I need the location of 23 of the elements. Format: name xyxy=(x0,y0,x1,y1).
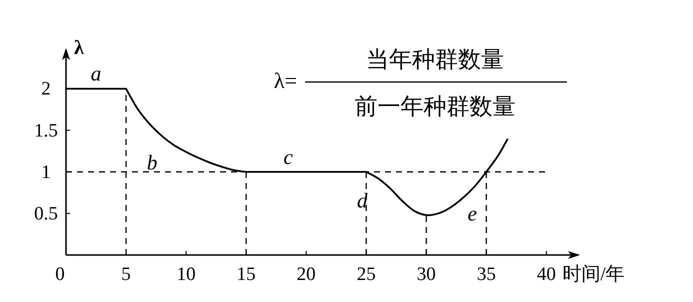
x-tick-label: 30 xyxy=(416,264,436,285)
x-tick-label: 20 xyxy=(296,264,316,285)
x-tick-label: 25 xyxy=(356,264,376,285)
x-tick-label: 10 xyxy=(176,264,196,285)
y-tick-label: 2 xyxy=(41,78,51,100)
annotation: b xyxy=(146,150,158,174)
annotation: 当年种群数量 xyxy=(366,47,504,72)
y-tick-label: 1.5 xyxy=(34,120,58,142)
x-tick-label: 0 xyxy=(55,264,65,285)
x-tick-label: 5 xyxy=(121,264,131,285)
annotation: λ= xyxy=(274,68,297,93)
annotation: c xyxy=(284,144,294,169)
y-tick-label: 1 xyxy=(41,162,51,183)
annotation: 前一年种群数量 xyxy=(354,94,516,119)
x-axis-title: 时间/年 xyxy=(562,264,625,285)
annotation: a xyxy=(90,62,102,86)
annotation: e xyxy=(468,201,477,226)
formula: λ= 当年种群数量 前一年种群数量 xyxy=(274,47,567,119)
x-tick-label: 15 xyxy=(236,264,256,285)
y-axis-title: λ xyxy=(74,37,84,59)
x-tick-label: 40 xyxy=(536,264,556,285)
x-tick-label: 35 xyxy=(476,264,496,285)
y-tick-label: 0.5 xyxy=(34,203,58,224)
